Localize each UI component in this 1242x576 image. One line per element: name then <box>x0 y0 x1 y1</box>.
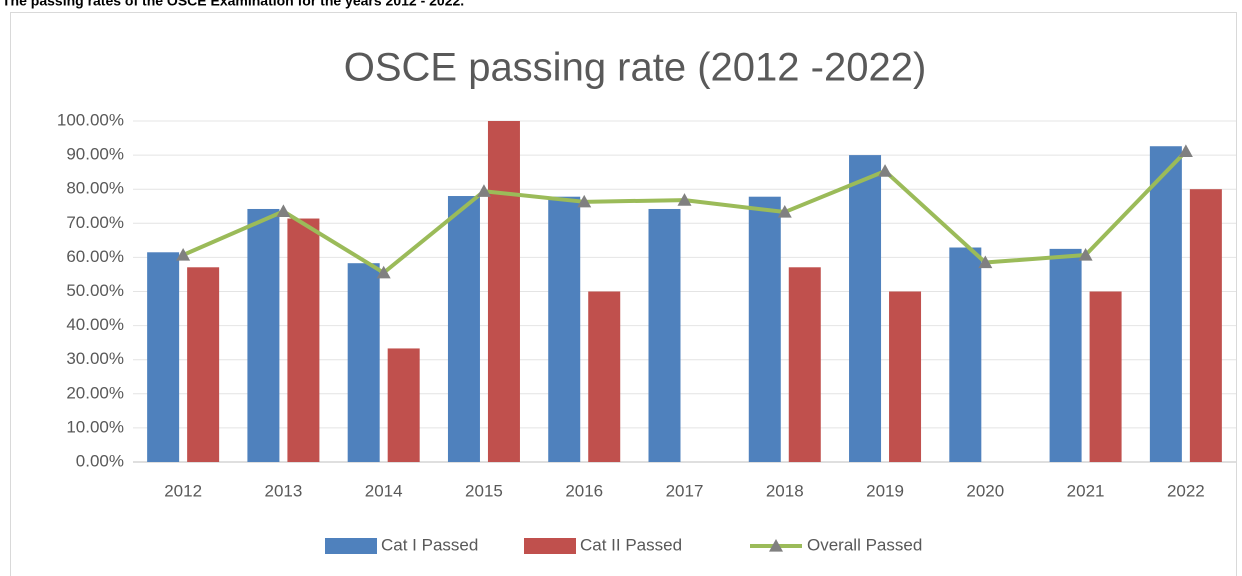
legend-label: Overall Passed <box>807 535 922 554</box>
bar <box>788 267 821 462</box>
line-marker <box>376 265 391 279</box>
y-tick-label: 30.00% <box>66 349 124 368</box>
bar <box>347 263 380 462</box>
x-tick-label: 2022 <box>1167 481 1205 500</box>
y-tick-label: 80.00% <box>66 179 124 198</box>
y-tick-label: 20.00% <box>66 383 124 402</box>
bar <box>187 267 220 462</box>
x-tick-label: 2019 <box>866 481 904 500</box>
x-tick-label: 2018 <box>766 481 804 500</box>
line-marker <box>577 194 592 208</box>
line-marker <box>978 255 993 269</box>
bar <box>147 252 180 462</box>
y-tick-label: 70.00% <box>66 213 124 232</box>
bar <box>247 208 280 462</box>
y-tick-label: 100.00% <box>57 110 124 129</box>
line-marker <box>1078 248 1093 261</box>
bar <box>1049 248 1082 462</box>
bar <box>1189 189 1222 462</box>
bar <box>447 196 480 462</box>
y-tick-label: 0.00% <box>76 451 124 470</box>
bar <box>1149 146 1182 462</box>
y-tick-label: 40.00% <box>66 315 124 334</box>
legend-label: Cat II Passed <box>580 535 682 554</box>
caption: The passing rates of the OSCE Examinatio… <box>2 0 464 9</box>
x-tick-label: 2016 <box>565 481 603 500</box>
bar <box>748 196 781 462</box>
legend-swatch <box>325 538 377 554</box>
bar <box>487 121 520 462</box>
line-marker <box>476 184 491 197</box>
line-marker <box>1178 144 1193 157</box>
bar <box>588 291 621 462</box>
y-tick-label: 90.00% <box>66 145 124 164</box>
x-tick-label: 2017 <box>666 481 704 500</box>
line-marker <box>176 248 191 261</box>
legend-marker <box>769 539 783 552</box>
legend-swatch <box>524 538 576 554</box>
y-tick-label: 10.00% <box>66 417 124 436</box>
bar <box>949 247 982 462</box>
bar <box>849 155 882 462</box>
x-tick-label: 2021 <box>1067 481 1105 500</box>
line-marker <box>677 193 692 206</box>
x-tick-label: 2013 <box>264 481 302 500</box>
chart-title: OSCE passing rate (2012 -2022) <box>344 46 927 90</box>
bar <box>387 348 420 462</box>
line-marker <box>878 164 893 177</box>
bar <box>889 291 922 462</box>
x-tick-label: 2020 <box>966 481 1004 500</box>
bar <box>1089 291 1122 462</box>
y-tick-label: 60.00% <box>66 247 124 266</box>
x-tick-label: 2012 <box>164 481 202 500</box>
bar <box>548 196 581 462</box>
y-tick-label: 50.00% <box>66 281 124 300</box>
bar <box>287 218 320 462</box>
line-marker <box>777 205 792 218</box>
legend-label: Cat I Passed <box>381 535 478 554</box>
x-tick-label: 2015 <box>465 481 503 500</box>
x-tick-label: 2014 <box>365 481 403 500</box>
bar <box>648 208 681 462</box>
line-marker <box>276 204 291 217</box>
